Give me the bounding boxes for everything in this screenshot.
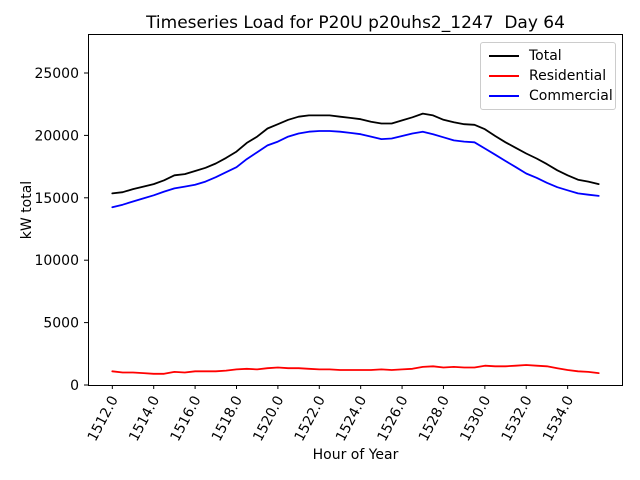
x-tick-label: 1516.0 bbox=[168, 393, 205, 444]
y-tick-label: 5000 bbox=[43, 316, 79, 332]
legend-entry-commercial: Commercial bbox=[489, 87, 613, 105]
legend-label-residential: Residential bbox=[529, 68, 607, 84]
y-tick-label: 25000 bbox=[34, 66, 79, 82]
y-tick-label: 10000 bbox=[34, 253, 79, 269]
x-tick-label: 1530.0 bbox=[457, 393, 494, 444]
y-tick-label: 20000 bbox=[34, 128, 79, 144]
x-tick-label: 1522.0 bbox=[292, 393, 329, 444]
legend-entry-total: Total bbox=[489, 47, 609, 65]
x-tick-label: 1526.0 bbox=[374, 393, 411, 444]
plot-border bbox=[88, 34, 623, 386]
legend-label-commercial: Commercial bbox=[529, 88, 613, 104]
series-line-residential bbox=[111, 364, 600, 375]
x-tick-label: 1528.0 bbox=[416, 393, 453, 444]
chart-title: Timeseries Load for P20U p20uhs2_1247 Da… bbox=[146, 13, 565, 33]
y-tick-label: 0 bbox=[70, 378, 79, 394]
commercial-line-swatch bbox=[489, 95, 519, 97]
y-axis-label: kW total bbox=[19, 180, 35, 240]
y-tick-label: 15000 bbox=[34, 191, 79, 207]
legend: Total Residential Commercial bbox=[480, 42, 616, 110]
legend-label-total: Total bbox=[529, 48, 562, 64]
x-tick-label: 1524.0 bbox=[333, 393, 370, 444]
x-tick-label: 1532.0 bbox=[499, 393, 536, 444]
x-tick-label: 1518.0 bbox=[209, 393, 246, 444]
x-tick-label: 1520.0 bbox=[250, 393, 287, 444]
total-line-swatch bbox=[489, 55, 519, 57]
series-line-total bbox=[111, 112, 600, 195]
legend-entry-residential: Residential bbox=[489, 67, 609, 85]
x-tick-label: 1534.0 bbox=[540, 393, 577, 444]
residential-line-swatch bbox=[489, 75, 519, 77]
x-tick-label: 1514.0 bbox=[126, 393, 163, 444]
x-axis-label: Hour of Year bbox=[312, 447, 399, 463]
x-tick-label: 1512.0 bbox=[85, 393, 122, 444]
series-line-commercial bbox=[111, 130, 600, 209]
